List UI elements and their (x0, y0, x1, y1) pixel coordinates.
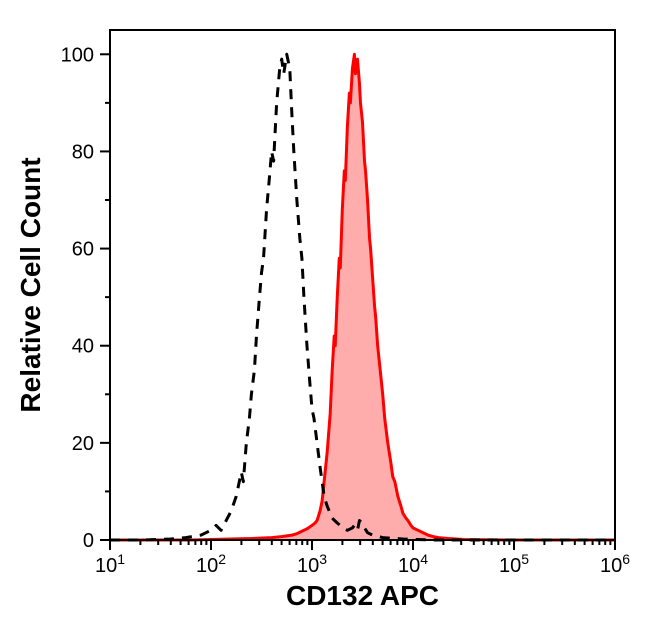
y-tick-label: 100 (61, 44, 94, 66)
flow-cytometry-histogram: 101 102 103 104 105 106 CD132 APC 0 20 40 60 80 100 R… (0, 0, 646, 641)
x-tick-label: 105 (499, 551, 529, 577)
x-tick-label: 106 (600, 551, 630, 577)
x-tick-label: 104 (398, 551, 428, 577)
x-tick-label: 101 (95, 551, 125, 577)
y-tick-label: 20 (72, 433, 94, 455)
x-tick-label: 103 (297, 551, 327, 577)
y-tick-label: 60 (72, 239, 94, 261)
chart-svg: 101 102 103 104 105 106 CD132 APC 0 20 40 60 80 100 R… (0, 0, 646, 641)
x-axis-label: CD132 APC (286, 580, 439, 611)
x-tick-label: 102 (196, 551, 226, 577)
y-tick-label: 80 (72, 141, 94, 163)
y-tick-label: 40 (72, 336, 94, 358)
y-axis-label: Relative Cell Count (15, 157, 46, 412)
y-tick-label: 0 (83, 530, 94, 552)
